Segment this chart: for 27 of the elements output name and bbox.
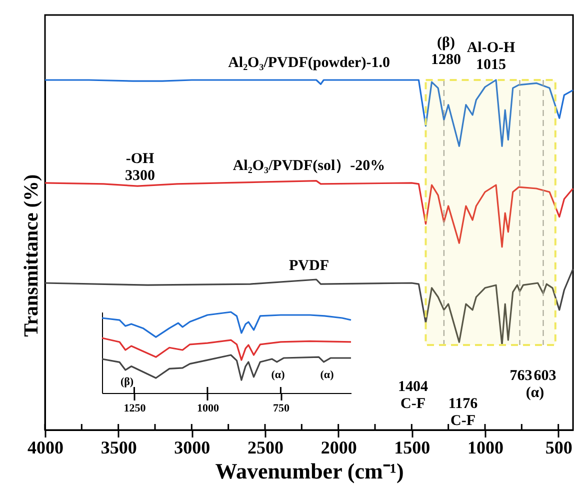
annotation: 763 — [510, 368, 532, 384]
x-tick-label: 2000 — [320, 438, 357, 458]
annotation: (α) — [320, 369, 334, 381]
x-tick-label: 1250 — [124, 402, 146, 414]
x-tick-label: 3000 — [174, 438, 210, 458]
annotation: 1176 C-F — [448, 396, 478, 429]
x-tick-label: 2500 — [248, 438, 284, 458]
x-tick-label: 1000 — [468, 438, 504, 458]
x-axis-title: Wavenumber (cm⁻¹) — [215, 458, 404, 484]
x-tick-label: 3500 — [100, 438, 137, 458]
text: (β) 1280 — [431, 35, 461, 68]
x-tick-label: 1500 — [394, 438, 430, 458]
text: Al-O-H 1015 — [466, 40, 516, 73]
series-label: Al₂O₃/PVDF(sol）-20% — [232, 158, 386, 174]
annotation: 603 — [534, 368, 556, 384]
x-tick-label: 1000 — [196, 402, 220, 414]
x-tick-label: 500 — [545, 438, 572, 458]
y-axis-title: Transmittance (%) — [20, 174, 42, 337]
x-tick-label: 4000 — [28, 438, 64, 458]
annotation: (α) — [271, 369, 286, 381]
series-label: Al₂O₃/PVDF(powder)-1.0 — [228, 55, 390, 71]
annotation: (β) — [120, 376, 134, 388]
x-tick-label: 750 — [272, 402, 290, 414]
annotation: (α) — [526, 385, 544, 401]
series-label: PVDF — [289, 258, 329, 274]
annotation: -OH 3300 — [125, 151, 155, 184]
annotation: 1404 C-F — [398, 379, 428, 412]
